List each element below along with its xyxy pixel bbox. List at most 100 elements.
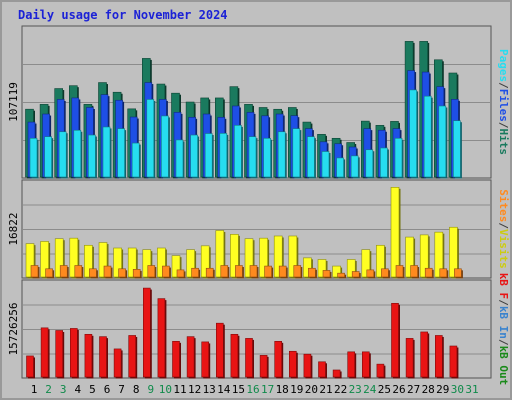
top-legend-item-0: Pages	[497, 49, 510, 82]
sites-bar	[118, 268, 126, 278]
chart-title: Daily usage for November 2024	[18, 8, 228, 22]
pages-bar	[409, 89, 417, 178]
kbf-bar	[70, 328, 78, 378]
x-tick-label: 31	[465, 383, 478, 396]
kbf-bar	[259, 355, 268, 378]
visits-bar	[317, 259, 327, 278]
x-tick-label: 27	[407, 383, 420, 396]
sites-bar	[45, 268, 53, 278]
sites-bar	[235, 265, 243, 278]
x-tick-label: 4	[74, 383, 81, 396]
x-tick-label: 2	[45, 383, 52, 396]
x-tick-label: 7	[118, 383, 125, 396]
pages-bar	[204, 133, 213, 178]
top-legend-item-4: Hits	[497, 129, 510, 156]
bot-max-label: 15726256	[7, 303, 20, 356]
kbf-bar	[40, 327, 49, 378]
x-tick-label: 10	[159, 383, 172, 396]
kbf-bar	[449, 345, 458, 378]
sites-bar	[278, 265, 287, 278]
visits-bar	[54, 238, 64, 278]
kbf-bar	[157, 298, 166, 378]
sites-bar	[249, 265, 258, 278]
x-tick-label: 28	[422, 383, 435, 396]
visits-bar	[390, 187, 400, 278]
x-tick-label: 26	[392, 383, 405, 396]
x-tick-label: 20	[305, 383, 318, 396]
kbf-bar	[99, 336, 107, 378]
pages-bar	[263, 137, 271, 178]
pages-bar	[88, 134, 96, 178]
pages-bar	[219, 133, 228, 178]
visits-bar	[142, 249, 152, 278]
visits-bar	[288, 235, 298, 278]
top-legend-item-2: Files	[497, 89, 510, 122]
x-tick-label: 21	[319, 383, 332, 396]
top-max-label: 107119	[7, 82, 20, 122]
kbf-bar	[84, 333, 93, 378]
bot-legend-item-1: /	[497, 299, 510, 306]
sites-bar	[147, 265, 156, 278]
x-tick-label: 15	[232, 383, 245, 396]
pages-bar	[190, 134, 198, 178]
mid-legend: Sites/Visits	[497, 189, 510, 269]
sites-bar	[264, 265, 272, 278]
sites-bar	[293, 265, 302, 278]
x-tick-label: 23	[349, 383, 362, 396]
sites-bar	[410, 265, 418, 278]
x-tick-label: 8	[133, 383, 140, 396]
x-tick-label: 14	[217, 383, 231, 396]
kbf-bar	[245, 338, 253, 378]
mid-max-label: 16822	[7, 212, 20, 245]
x-tick-label: 30	[451, 383, 464, 396]
sites-bar	[103, 265, 112, 278]
sites-bar	[30, 265, 39, 278]
x-tick-label: 17	[261, 383, 274, 396]
pages-bar	[161, 115, 169, 178]
pages-bar	[58, 131, 67, 178]
mid-legend-item-1: /	[497, 222, 510, 229]
sites-bar	[381, 268, 389, 278]
sites-bar	[337, 272, 345, 278]
sites-bar	[395, 265, 404, 278]
kbf-bar	[391, 302, 399, 378]
sites-bar	[132, 269, 141, 278]
x-tick-label: 3	[60, 383, 67, 396]
pages-bar	[394, 137, 403, 178]
visits-bar	[449, 226, 458, 278]
sites-bar	[424, 267, 433, 278]
visits-bar	[157, 247, 166, 278]
x-tick-label: 24	[363, 383, 377, 396]
x-tick-label: 18	[276, 383, 289, 396]
mid-legend-item-0: Sites	[497, 189, 510, 222]
pages-bar	[307, 136, 315, 178]
sites-bar	[176, 269, 185, 278]
x-tick-label: 22	[334, 383, 347, 396]
kbf-bar	[434, 335, 443, 378]
top-legend: Pages/Files/Hits	[497, 49, 510, 155]
x-tick-label: 25	[378, 383, 391, 396]
pages-bar	[336, 157, 344, 178]
kbf-bar	[55, 330, 64, 378]
sites-bar	[439, 268, 448, 278]
visits-bar	[273, 235, 283, 278]
visits-bar	[127, 247, 137, 278]
visits-bar	[40, 241, 49, 278]
sites-bar	[59, 265, 68, 278]
kbf-bar	[347, 351, 356, 378]
sites-bar	[162, 265, 170, 278]
kbf-bar	[303, 353, 312, 378]
kbf-bar	[288, 350, 297, 378]
visits-bar	[376, 244, 385, 278]
sites-bar	[366, 269, 375, 278]
pages-bar	[234, 125, 242, 178]
pages-bar	[73, 129, 82, 178]
visits-bar	[405, 236, 414, 278]
visits-bar	[303, 257, 312, 278]
kbf-bar	[230, 333, 239, 378]
kbf-bar	[128, 335, 136, 378]
kbf-bar	[172, 341, 180, 378]
sites-bar	[322, 270, 331, 278]
pages-bar	[365, 149, 374, 178]
kbf-bar	[361, 351, 370, 378]
